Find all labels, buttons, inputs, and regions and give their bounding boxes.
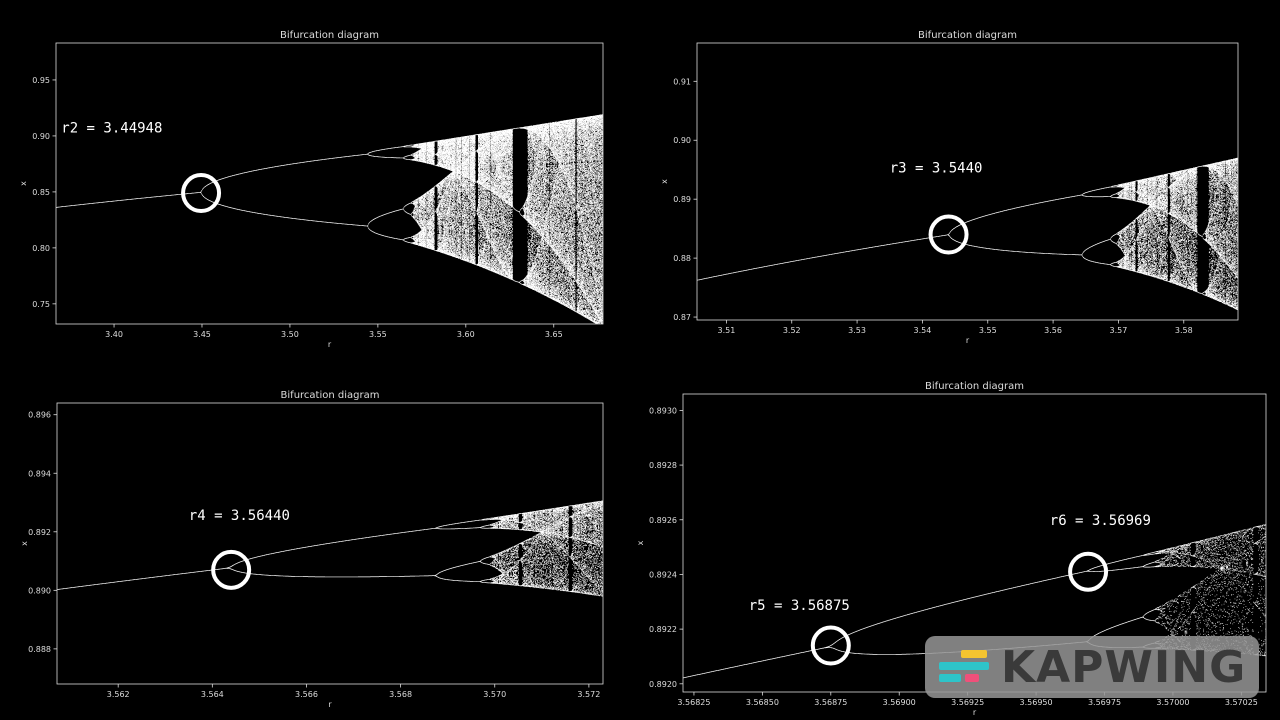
y-tick-label: 0.8922 — [649, 625, 677, 634]
y-axis-label: x — [636, 540, 645, 545]
x-tick-label: 3.566 — [295, 690, 318, 699]
bifurcation-annotation: r4 = 3.56440 — [189, 508, 290, 524]
x-tick-label: 3.58 — [1175, 326, 1193, 335]
bifurcation-point-marker — [213, 552, 249, 588]
y-tick-label: 0.88 — [673, 254, 691, 263]
x-tick-label: 3.51 — [717, 326, 735, 335]
x-tick-label: 3.53 — [848, 326, 866, 335]
x-tick-label: 3.562 — [107, 690, 130, 699]
x-tick-label: 3.55 — [979, 326, 997, 335]
y-tick-label: 0.80 — [32, 244, 50, 253]
chart-panel-3: Bifurcation diagram 3.562 3.564 3.566 3.568 3… — [20, 390, 604, 709]
chart-title: Bifurcation diagram — [281, 390, 380, 401]
y-tick-label: 0.87 — [673, 313, 691, 322]
x-tick-label: 3.56 — [1044, 326, 1062, 335]
bifurcation-annotation: r3 = 3.5440 — [890, 161, 983, 177]
x-tick-label: 3.56875 — [814, 698, 847, 707]
y-tick-label: 0.8930 — [649, 406, 677, 415]
y-tick-label: 0.892 — [28, 528, 51, 537]
y-tick-label: 0.89 — [673, 195, 691, 204]
kapwing-watermark-text: KAPWING — [1001, 642, 1246, 693]
y-tick-label: 0.85 — [32, 188, 50, 197]
y-tick-label: 0.890 — [28, 586, 51, 595]
y-tick-label: 0.90 — [673, 136, 691, 145]
x-tick-label: 3.52 — [783, 326, 801, 335]
x-tick-label: 3.57025 — [1225, 698, 1258, 707]
y-axis-label: x — [20, 541, 29, 546]
x-tick-label: 3.56825 — [677, 698, 710, 707]
chart-panel-2: Bifurcation diagram 3.51 3.52 3.53 3.54 3.55 3… — [660, 30, 1239, 345]
x-tick-label: 3.40 — [105, 330, 123, 339]
attractor-points — [57, 501, 604, 597]
y-axis-label: x — [19, 181, 28, 186]
x-axis-label: r — [328, 700, 332, 709]
x-tick-label: 3.56950 — [1020, 698, 1053, 707]
y-tick-label: 0.896 — [28, 411, 51, 420]
x-tick-label: 3.45 — [193, 330, 211, 339]
x-tick-label: 3.568 — [389, 690, 412, 699]
bifurcation-point-marker — [1070, 554, 1106, 590]
x-axis-label: r — [328, 340, 332, 349]
y-axis-label: x — [660, 179, 669, 184]
x-tick-label: 3.56900 — [883, 698, 916, 707]
chart-title: Bifurcation diagram — [925, 381, 1024, 392]
attractor-points — [56, 114, 604, 325]
y-tick-label: 0.90 — [32, 132, 50, 141]
plot-frame — [56, 43, 603, 324]
plot-frame — [697, 43, 1238, 320]
y-tick-label: 0.75 — [32, 300, 50, 309]
bifurcation-annotation: r2 = 3.44948 — [61, 121, 162, 137]
x-tick-label: 3.57000 — [1156, 698, 1189, 707]
x-tick-label: 3.564 — [201, 690, 224, 699]
y-tick-label: 0.894 — [28, 469, 51, 478]
bifurcation-annotation: r6 = 3.56969 — [1050, 513, 1151, 529]
x-tick-label: 3.572 — [577, 690, 600, 699]
x-tick-label: 3.56850 — [746, 698, 779, 707]
chart-title: Bifurcation diagram — [280, 30, 379, 41]
bifurcation-annotation: r5 = 3.56875 — [749, 598, 850, 614]
x-tick-label: 3.60 — [457, 330, 475, 339]
x-tick-label: 3.50 — [281, 330, 299, 339]
y-tick-label: 0.91 — [673, 77, 691, 86]
x-axis-label: r — [973, 708, 977, 717]
x-tick-label: 3.570 — [483, 690, 506, 699]
chart-title: Bifurcation diagram — [918, 30, 1017, 41]
x-tick-label: 3.54 — [914, 326, 932, 335]
x-tick-label: 3.55 — [369, 330, 387, 339]
y-tick-label: 0.8924 — [649, 570, 677, 579]
kapwing-logo-icon — [935, 648, 991, 688]
x-tick-label: 3.56925 — [951, 698, 984, 707]
x-tick-label: 3.57 — [1110, 326, 1128, 335]
kapwing-watermark: KAPWING — [925, 636, 1259, 698]
y-tick-label: 0.888 — [28, 645, 51, 654]
chart-panel-1: Bifurcation diagram 3.40 3.45 3.50 3.55 3.60 3… — [19, 30, 604, 349]
y-tick-label: 0.8920 — [649, 680, 677, 689]
y-tick-label: 0.95 — [32, 76, 50, 85]
x-axis-label: r — [966, 336, 970, 345]
x-tick-label: 3.65 — [545, 330, 563, 339]
x-tick-label: 3.56975 — [1088, 698, 1121, 707]
y-tick-label: 0.8928 — [649, 461, 677, 470]
y-tick-label: 0.8926 — [649, 516, 677, 525]
